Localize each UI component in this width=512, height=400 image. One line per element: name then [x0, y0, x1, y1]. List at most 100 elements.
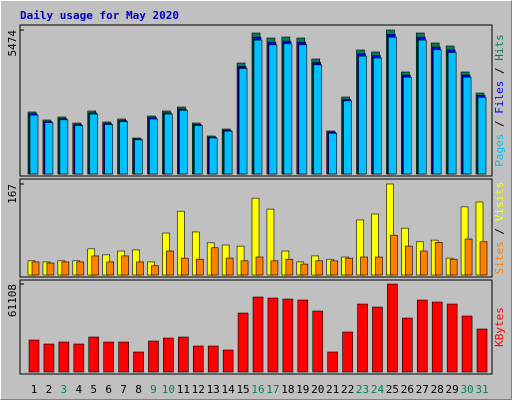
legend: Sites / Visits: [493, 182, 506, 275]
x-tick-label: 12: [192, 383, 205, 396]
x-tick-label: 26: [401, 383, 414, 396]
bar: [405, 245, 413, 276]
bar: [255, 256, 264, 276]
x-tick-label: 24: [371, 383, 385, 396]
bar: [253, 39, 263, 175]
x-tick-label: 1: [31, 383, 38, 396]
legend: KBytes: [493, 307, 506, 347]
bar: [251, 197, 260, 276]
bar: [477, 96, 487, 175]
legend-entry: KBytes: [493, 307, 506, 347]
x-tick-label: 27: [416, 383, 429, 396]
x-tick-label: 17: [266, 383, 279, 396]
x-tick-label: 25: [386, 383, 399, 396]
bar: [267, 297, 279, 373]
bar: [181, 257, 189, 276]
bar: [375, 256, 383, 276]
bar: [270, 260, 279, 276]
x-tick-label: 10: [162, 383, 175, 396]
bar: [240, 260, 249, 276]
bar: [207, 345, 219, 373]
bar: [446, 303, 458, 373]
bar: [356, 219, 364, 276]
x-tick-label: 30: [460, 383, 473, 396]
x-tick-label: 9: [150, 383, 157, 396]
x-tick-label: 16: [251, 383, 264, 396]
bar: [345, 257, 353, 276]
x-tick-label: 14: [222, 383, 236, 396]
bar: [464, 238, 473, 276]
bar: [372, 306, 383, 373]
bar: [390, 234, 398, 276]
bar: [449, 258, 458, 276]
bar: [360, 256, 368, 276]
bar: [416, 299, 428, 373]
bar: [476, 328, 488, 373]
bar: [104, 124, 113, 175]
bar: [266, 208, 275, 276]
bar: [29, 114, 39, 175]
bar: [61, 261, 70, 276]
bar: [298, 44, 308, 175]
bar: [357, 303, 368, 373]
bar: [88, 336, 100, 373]
x-tick-label: 28: [431, 383, 444, 396]
bar: [342, 331, 353, 373]
x-tick-label: 3: [61, 383, 68, 396]
bar: [373, 57, 382, 175]
x-tick-label: 29: [446, 383, 459, 396]
bar: [434, 242, 443, 276]
bar: [136, 261, 144, 276]
x-tick-label: 31: [475, 383, 488, 396]
bar: [210, 247, 219, 276]
bar: [402, 317, 413, 373]
x-tick-label: 5: [90, 383, 97, 396]
bar: [193, 125, 203, 175]
bar: [151, 265, 159, 276]
x-tick-label: 18: [281, 383, 294, 396]
bar: [330, 260, 338, 276]
x-tick-label: 21: [326, 383, 339, 396]
bar: [179, 110, 188, 175]
legend-entry: Files: [493, 81, 506, 114]
bar: [252, 296, 264, 373]
bar: [121, 255, 129, 276]
bar: [238, 68, 248, 175]
legend-entry: Pages: [493, 134, 506, 167]
bar: [59, 119, 69, 175]
bar: [387, 283, 398, 373]
bar: [89, 113, 99, 175]
bar: [164, 113, 173, 175]
bar: [225, 257, 234, 276]
bar: [134, 139, 143, 175]
bar: [315, 260, 324, 276]
bar: [28, 339, 40, 373]
y-tick-label: 61108: [6, 284, 19, 317]
bar: [106, 261, 114, 276]
bar: [43, 343, 55, 373]
bar: [358, 55, 367, 175]
bar: [313, 64, 323, 175]
bar: [177, 210, 185, 276]
bar: [343, 100, 352, 175]
bar: [386, 183, 394, 276]
bar: [223, 130, 233, 175]
x-tick-label: 22: [341, 383, 354, 396]
bar: [31, 261, 40, 276]
x-tick-label: 6: [105, 383, 112, 396]
bar: [149, 118, 158, 175]
bar: [91, 255, 100, 276]
bar: [419, 250, 428, 276]
bar: [417, 39, 427, 175]
bar: [431, 301, 443, 373]
x-tick-label: 2: [46, 383, 53, 396]
x-tick-label: 20: [311, 383, 324, 396]
bar: [195, 258, 204, 276]
bar: [479, 241, 488, 276]
bar: [300, 263, 309, 276]
bar: [119, 121, 128, 175]
y-tick-label: 5474: [6, 30, 19, 57]
bar: [58, 341, 70, 373]
bar: [178, 336, 189, 373]
